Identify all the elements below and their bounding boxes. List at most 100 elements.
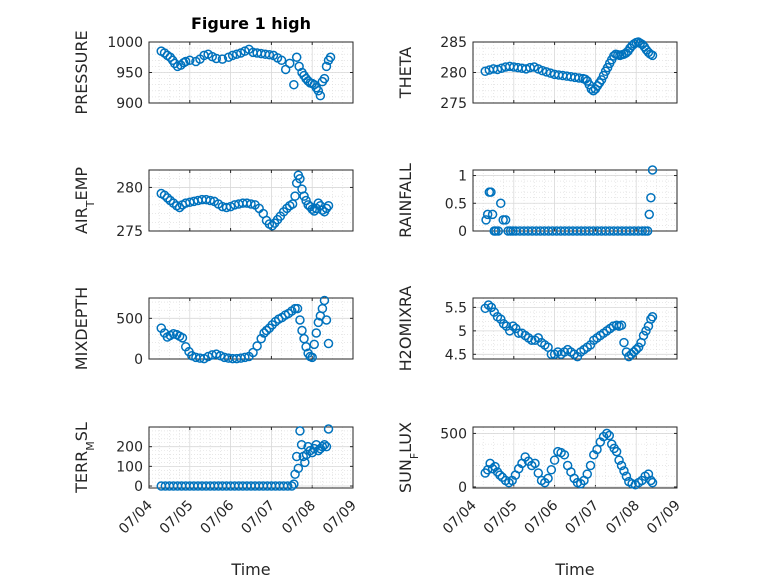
- data-point: [621, 471, 632, 481]
- y-tick-label: 200: [116, 440, 143, 456]
- y-axis-label: SUNFLUX: [396, 422, 421, 493]
- data-point: [643, 469, 654, 479]
- data-point: [614, 455, 624, 465]
- x-axis-label: Time: [230, 560, 270, 579]
- data-point: [159, 190, 170, 201]
- data-point: [285, 58, 295, 69]
- data-point: [633, 226, 643, 236]
- data-point: [309, 339, 319, 350]
- data-point: [256, 333, 266, 344]
- y-tick-label: 0: [134, 479, 143, 495]
- data-point: [276, 55, 287, 66]
- y-tick-label: 0: [458, 480, 467, 496]
- data-point: [240, 352, 250, 363]
- y-tick-label: 0: [458, 224, 467, 240]
- data-point: [221, 202, 232, 213]
- data-point: [319, 295, 330, 306]
- data-point: [313, 317, 324, 328]
- x-tick-label: 07/06: [522, 497, 562, 537]
- data-point: [252, 341, 262, 351]
- data-point: [321, 203, 332, 214]
- data-point: [493, 226, 504, 236]
- x-tick-label: 07/08: [279, 498, 319, 538]
- data-point: [492, 64, 503, 75]
- y-tick-label: 280: [116, 180, 143, 196]
- subplot-mixdepth: 0 500 MIXDEPTH: [72, 287, 354, 370]
- data-point: [604, 430, 615, 441]
- data-point: [267, 221, 277, 231]
- data-point: [626, 349, 637, 360]
- data-point: [321, 441, 332, 452]
- data-point: [325, 52, 336, 62]
- y-axis-label: PRESSURE: [72, 30, 91, 114]
- axes-frame: [472, 297, 678, 360]
- data-point: [246, 199, 256, 209]
- data-point: [495, 470, 505, 480]
- x-tick-label: 07/04: [440, 497, 480, 537]
- data-point: [282, 481, 293, 491]
- y-tick-label: 275: [116, 224, 143, 240]
- x-tick-label: 07/05: [157, 498, 197, 538]
- data-point: [644, 209, 655, 220]
- data-point: [205, 195, 215, 206]
- data-point: [482, 209, 493, 220]
- x-tick-label: 07/05: [481, 498, 521, 538]
- x-tick-label: 07/07: [238, 498, 278, 538]
- data-point: [619, 466, 629, 476]
- data-point: [307, 352, 317, 363]
- data-point: [486, 302, 497, 313]
- subplot-theta: 275 280 285 THETA: [396, 35, 678, 112]
- y-axis-label: H2OMIXRA: [396, 286, 415, 372]
- y-tick-label: 950: [116, 66, 143, 82]
- data-point: [559, 450, 570, 460]
- y-tick-label: 1000: [107, 35, 143, 51]
- y-tick-label: 280: [440, 66, 467, 82]
- data-point: [490, 461, 500, 472]
- data-point: [611, 446, 622, 457]
- subplot-h2omixra: 4.5 5 5.5 H2OMIXRA: [396, 286, 678, 372]
- y-tick-label: 900: [116, 96, 143, 112]
- y-tick-label: 500: [116, 311, 143, 327]
- data-point: [317, 441, 328, 452]
- data-point: [307, 204, 317, 214]
- data-point: [487, 209, 498, 220]
- data-point: [162, 193, 173, 203]
- data-point: [495, 198, 506, 209]
- data-point: [217, 54, 228, 64]
- axes-frame: [472, 41, 678, 104]
- y-tick-label: 275: [440, 96, 467, 112]
- data-point: [289, 479, 299, 489]
- y-tick-label: 0.5: [445, 196, 467, 212]
- data-point: [646, 475, 656, 486]
- x-tick-label: 07/09: [320, 498, 360, 538]
- data-point: [500, 215, 511, 225]
- data-point: [185, 55, 195, 66]
- data-point: [289, 79, 299, 90]
- data-point: [295, 426, 305, 436]
- data-point: [292, 303, 303, 314]
- data-point: [311, 328, 322, 338]
- y-tick-label: 1: [458, 169, 467, 185]
- data-point: [483, 300, 494, 310]
- data-point: [541, 67, 552, 77]
- data-point: [321, 61, 332, 72]
- subplot-terr-msl: 07/04 07/05 07/06 07/07 07/08 07/09 0 100 200 TER…: [72, 422, 360, 579]
- data-point: [508, 321, 518, 331]
- y-axis-label: RAINFALL: [396, 163, 415, 238]
- y-tick-label: 5: [458, 324, 467, 340]
- data-point: [543, 473, 553, 484]
- data-point: [315, 90, 326, 101]
- data-point: [642, 226, 653, 236]
- figure-title: Figure 1 high: [191, 14, 311, 33]
- y-axis-label: THETA: [396, 47, 415, 99]
- data-point: [637, 226, 648, 236]
- data-point: [231, 49, 242, 59]
- data-point: [631, 344, 641, 355]
- data-point: [486, 187, 496, 197]
- data-point: [646, 192, 656, 203]
- data-point: [549, 455, 560, 465]
- data-point: [602, 428, 612, 439]
- data-point: [317, 303, 328, 314]
- data-point: [296, 439, 307, 450]
- data-point: [574, 73, 584, 83]
